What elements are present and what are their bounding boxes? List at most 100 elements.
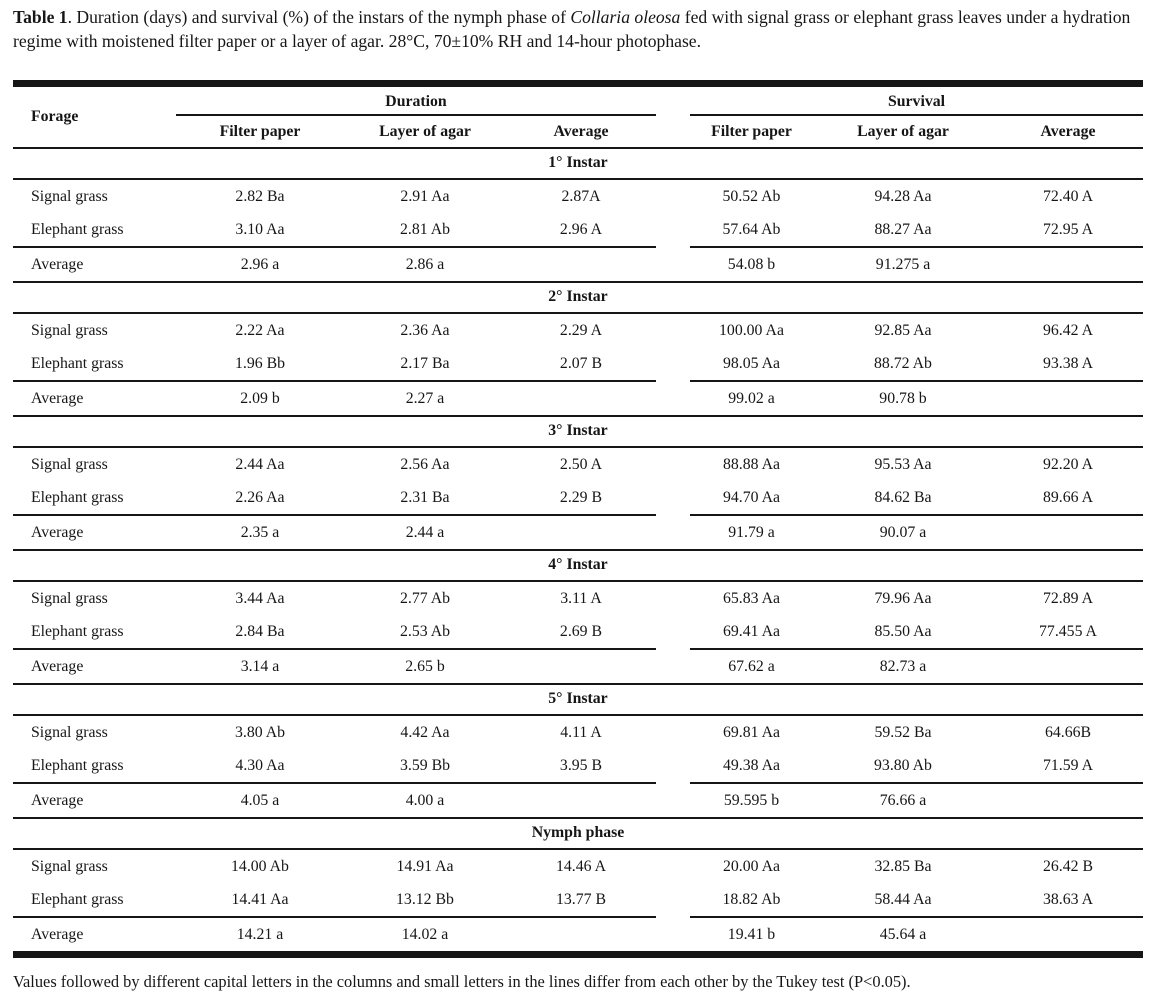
forage-cell: Elephant grass — [31, 757, 124, 774]
caption-text-2: fed with signal grass or elephant grass … — [13, 7, 1131, 51]
duration-value-cell: 3.14 a — [240, 658, 280, 675]
column-header-survival-filter-paper: Filter paper — [711, 122, 792, 140]
duration-value-cell: 3.10 Aa — [235, 221, 285, 238]
section-title-row: Nymph phase — [13, 819, 1143, 850]
survival-value-cell: 93.80 Ab — [874, 757, 932, 774]
forage-cell: Average — [31, 658, 84, 675]
survival-value-cell: 94.70 Aa — [722, 489, 781, 506]
section-title: Nymph phase — [531, 824, 625, 841]
table-top-rule — [13, 80, 1143, 87]
table-footnote: Values followed by different capital let… — [13, 972, 911, 991]
duration-value-cell — [506, 382, 656, 415]
duration-value-cell: 4.42 Aa — [400, 724, 450, 741]
duration-value-cell: 2.26 Aa — [235, 489, 285, 506]
duration-value-cell — [506, 650, 656, 683]
duration-value-cell — [506, 248, 656, 281]
survival-value-cell: 94.28 Aa — [874, 188, 932, 205]
survival-value-cell: 72.40 A — [1042, 188, 1094, 205]
column-header-survival-layer-of-agar: Layer of agar — [857, 122, 949, 140]
table-body: 1° Instar Signal grass 2.82 Ba 2.91 Aa 2.87A… — [13, 149, 1143, 951]
column-gap — [656, 213, 690, 246]
table-row: Signal grass 3.80 Ab 4.42 Aa 4.11 A 69.81 Aa… — [13, 716, 1143, 749]
section-title-row: 3° Instar — [13, 417, 1143, 448]
column-header-duration-filter-paper: Filter paper — [219, 122, 301, 140]
duration-value-cell: 2.86 a — [405, 256, 445, 273]
forage-cell: Elephant grass — [31, 891, 124, 908]
survival-value-cell: 82.73 a — [879, 658, 927, 675]
duration-value-cell: 4.11 A — [560, 724, 602, 741]
table-row: Average 2.35 a 2.44 a 91.79 a 90.07 a — [13, 516, 1143, 549]
survival-value-cell: 99.02 a — [728, 390, 775, 407]
duration-value-cell: 13.12 Bb — [396, 891, 454, 908]
forage-cell: Signal grass — [31, 724, 108, 741]
table-row: Elephant grass 2.26 Aa 2.31 Ba 2.29 B 94.70 … — [13, 481, 1143, 514]
duration-value-cell: 2.96 A — [559, 221, 603, 238]
table-row: Average 3.14 a 2.65 b 67.62 a 82.73 a — [13, 650, 1143, 683]
forage-cell: Signal grass — [31, 590, 108, 607]
table-row: Signal grass 2.22 Aa 2.36 Aa 2.29 A 100.00 A… — [13, 314, 1143, 347]
column-header-forage: Forage — [31, 108, 79, 125]
forage-cell: Average — [31, 926, 84, 943]
survival-value-cell: 72.95 A — [1042, 221, 1094, 238]
survival-value-cell: 32.85 Ba — [874, 858, 932, 875]
table-row: Signal grass 2.82 Ba 2.91 Aa 2.87A 50.52 Ab 9… — [13, 180, 1143, 213]
partial-rule-row — [13, 380, 1143, 382]
partial-rule-row — [13, 246, 1143, 248]
data-table: Forage Duration Survival Filter paper La… — [13, 80, 1143, 958]
duration-value-cell: 2.96 a — [240, 256, 280, 273]
duration-value-cell: 2.56 Aa — [400, 456, 450, 473]
duration-value-cell: 2.36 Aa — [400, 322, 450, 339]
survival-value-cell: 90.78 b — [879, 390, 927, 407]
duration-value-cell: 14.41 Aa — [231, 891, 289, 908]
survival-value-cell: 93.38 A — [1042, 355, 1094, 372]
duration-value-cell: 2.44 a — [405, 524, 445, 541]
survival-value-cell: 69.81 Aa — [722, 724, 781, 741]
survival-value-cell — [993, 248, 1143, 281]
partial-rule-row — [13, 782, 1143, 784]
forage-cell: Average — [31, 256, 84, 273]
partial-rule-row — [13, 916, 1143, 918]
survival-value-cell: 100.00 Aa — [719, 322, 784, 339]
duration-value-cell: 3.11 A — [560, 590, 602, 607]
duration-value-cell: 2.84 Ba — [235, 623, 285, 640]
table-row: Average 2.96 a 2.86 a 54.08 b 91.275 a — [13, 248, 1143, 281]
forage-cell: Signal grass — [31, 188, 108, 205]
survival-value-cell: 20.00 Aa — [722, 858, 781, 875]
partial-rule-left — [13, 514, 656, 516]
table-row: Average 2.09 b 2.27 a 99.02 a 90.78 b — [13, 382, 1143, 415]
survival-value-cell: 19.41 b — [727, 926, 776, 943]
forage-cell: Elephant grass — [31, 623, 124, 640]
section-title-row: 4° Instar — [13, 551, 1143, 582]
survival-value-cell: 95.53 Aa — [874, 456, 932, 473]
survival-value-cell: 38.63 A — [1042, 891, 1094, 908]
duration-value-cell: 2.09 b — [240, 390, 280, 407]
forage-cell: Elephant grass — [31, 489, 124, 506]
partial-rule-right — [690, 246, 1143, 248]
survival-value-cell: 72.89 A — [1042, 590, 1094, 607]
section-title: 5° Instar — [548, 690, 608, 707]
duration-value-cell: 2.17 Ba — [400, 355, 450, 372]
duration-value-cell: 2.44 Aa — [235, 456, 285, 473]
column-header-survival-average: Average — [1040, 122, 1096, 140]
duration-value-cell: 2.69 B — [559, 623, 603, 640]
column-gap — [656, 314, 690, 347]
duration-value-cell: 2.91 Aa — [400, 188, 450, 205]
survival-value-cell: 85.50 Aa — [874, 623, 932, 640]
section-title-row: 2° Instar — [13, 283, 1143, 314]
duration-value-cell: 3.44 Aa — [235, 590, 285, 607]
duration-value-cell: 13.77 B — [555, 891, 607, 908]
column-gap — [656, 784, 690, 817]
table-section: 2° Instar Signal grass 2.22 Aa 2.36 Aa 2.29 … — [13, 283, 1143, 417]
column-gap — [656, 850, 690, 883]
survival-value-cell — [993, 516, 1143, 549]
table-row: Elephant grass 2.84 Ba 2.53 Ab 2.69 B 69.41 … — [13, 615, 1143, 648]
duration-value-cell: 3.59 Bb — [399, 757, 451, 774]
duration-value-cell: 2.07 B — [559, 355, 603, 372]
column-gap — [656, 382, 690, 415]
partial-rule-left — [13, 246, 656, 248]
table-row: Signal grass 3.44 Aa 2.77 Ab 3.11 A 65.83 Aa… — [13, 582, 1143, 615]
table-row: Elephant grass 4.30 Aa 3.59 Bb 3.95 B 49.38 … — [13, 749, 1143, 782]
column-group-duration: Duration — [176, 87, 656, 116]
survival-value-cell: 26.42 B — [1042, 858, 1094, 875]
survival-value-cell: 92.20 A — [1042, 456, 1094, 473]
